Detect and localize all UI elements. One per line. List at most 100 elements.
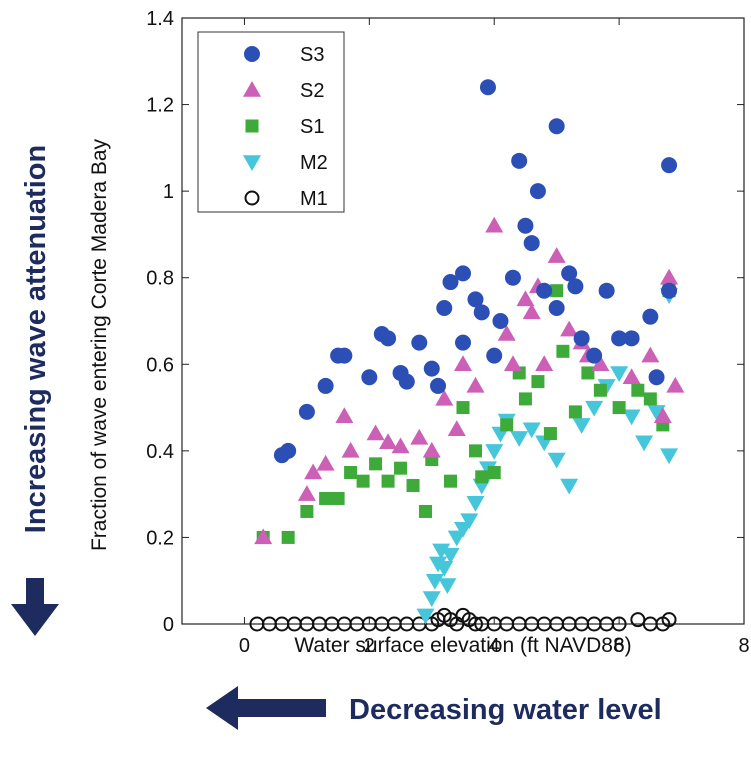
point-s2 [622, 368, 641, 385]
point-s1 [468, 444, 482, 458]
point-s1 [500, 418, 514, 432]
point-m2 [422, 591, 441, 608]
data-points [249, 79, 685, 632]
point-s1 [394, 461, 408, 475]
increasing-attenuation-label: Increasing wave attenuation [20, 145, 52, 533]
legend-marker-m2 [243, 155, 261, 171]
y-tick-labels: 0 0.2 0.4 0.6 0.8 1 1.2 1.4 [146, 8, 174, 636]
point-s2 [435, 389, 454, 406]
point-s2 [485, 216, 504, 233]
legend-box [197, 31, 345, 213]
y-tick-label: 0.2 [146, 527, 174, 549]
point-s3 [411, 334, 428, 351]
legend-marker-s2 [243, 81, 261, 97]
point-s1 [568, 405, 582, 419]
point-s3 [548, 118, 565, 135]
point-s3 [548, 300, 565, 317]
y-tick-label: 1.2 [146, 95, 174, 117]
point-m2 [466, 496, 485, 512]
point-s3 [598, 282, 615, 299]
point-s1 [531, 375, 545, 389]
point-s3 [529, 183, 546, 200]
point-s2 [466, 376, 485, 393]
point-m2 [460, 513, 479, 530]
point-s1 [581, 366, 595, 380]
point-m2 [572, 418, 591, 434]
point-s1 [475, 470, 489, 484]
point-s3 [561, 265, 578, 282]
point-m2 [432, 543, 451, 560]
legend-item-s2: S2 [243, 80, 324, 102]
legend-marker-s1 [245, 119, 259, 133]
legend-item-s3: S3 [244, 44, 324, 66]
point-s1 [612, 401, 626, 415]
point-s3 [611, 330, 628, 347]
series-m1 [249, 607, 677, 632]
point-s3 [430, 377, 447, 394]
point-s2 [641, 346, 660, 363]
point-s2 [666, 376, 685, 393]
x-tick-label: 4 [489, 635, 500, 657]
point-s2 [410, 428, 429, 445]
point-s1 [456, 401, 470, 415]
y-tick-label: 0.6 [146, 354, 174, 376]
point-s3 [661, 157, 678, 174]
point-s2 [522, 303, 541, 320]
point-s1 [487, 466, 501, 479]
point-s1 [593, 383, 607, 397]
point-s3 [517, 217, 534, 234]
point-s1 [381, 474, 395, 488]
point-s1 [344, 466, 358, 479]
point-s3 [586, 347, 603, 364]
point-s1 [550, 284, 564, 298]
point-s2 [341, 441, 360, 458]
point-s3 [398, 373, 415, 390]
legend-label: S1 [300, 116, 324, 138]
point-s3 [523, 235, 540, 252]
point-s2 [653, 407, 672, 423]
point-s2 [366, 424, 385, 441]
point-s2 [379, 433, 398, 449]
legend-label: S2 [300, 80, 324, 102]
point-m2 [547, 452, 566, 469]
point-m2 [635, 435, 654, 452]
point-m1 [611, 616, 627, 632]
down-arrow-icon [11, 578, 59, 636]
point-s1 [369, 457, 383, 471]
point-s1 [281, 530, 295, 544]
point-s2 [516, 290, 535, 307]
legend: S3 S2 S1 M2 M1 [197, 31, 345, 213]
point-m2 [610, 366, 629, 382]
point-s3 [423, 360, 440, 377]
point-m2 [425, 573, 444, 590]
y-tick-label: 0.4 [146, 441, 174, 463]
legend-item-s1: S1 [245, 116, 324, 138]
point-s1 [556, 344, 570, 358]
point-s1 [356, 474, 370, 488]
point-m2 [416, 608, 435, 625]
point-s2 [447, 420, 466, 436]
point-m2 [510, 431, 529, 447]
point-s3 [567, 278, 584, 295]
point-s2 [391, 437, 410, 454]
point-s3 [455, 265, 471, 282]
point-m2 [647, 405, 666, 421]
point-s3 [280, 442, 297, 459]
point-s3 [361, 369, 378, 386]
y-tick-label: 1 [163, 181, 174, 203]
y-tick-label: 0 [163, 614, 174, 636]
series-s3 [273, 79, 678, 464]
point-s3 [492, 313, 509, 329]
point-s3 [623, 330, 640, 347]
point-m2 [438, 578, 457, 595]
y-axis-label: Fraction of wave entering Corte Madera B… [88, 138, 111, 551]
point-m2 [560, 478, 579, 495]
point-s1 [331, 491, 345, 505]
point-s1 [319, 491, 333, 505]
left-annotation: Increasing wave attenuation [11, 145, 59, 636]
left-arrow-icon [206, 686, 326, 730]
point-s2 [660, 268, 679, 285]
series-m2 [416, 288, 679, 625]
point-s1 [444, 474, 458, 488]
